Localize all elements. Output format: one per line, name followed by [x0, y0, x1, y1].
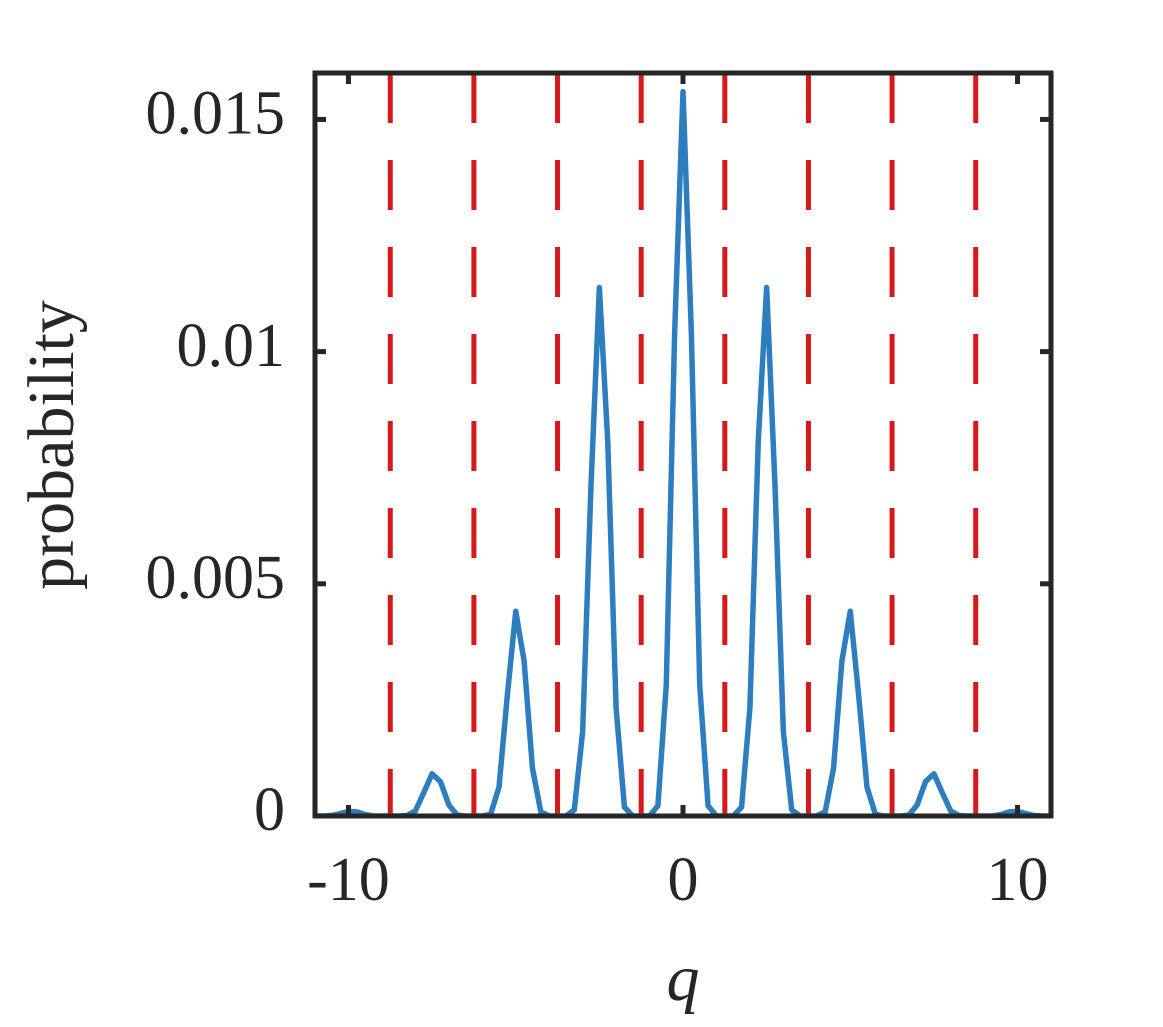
x-tick-label: -10 — [307, 846, 390, 914]
x-axis-label: q — [667, 942, 700, 1015]
x-tick-label: 10 — [987, 846, 1049, 914]
plot-area — [315, 73, 1051, 816]
y-tick-label: 0.015 — [146, 80, 286, 148]
y-tick-label: 0.005 — [146, 544, 286, 612]
y-tick-label: 0.01 — [177, 312, 286, 380]
y-tick-label: 0 — [254, 776, 285, 844]
axes-frame — [312, 70, 1054, 819]
data-line — [315, 88, 1051, 816]
y-axis-label: probability — [15, 300, 88, 590]
x-tick-label: 0 — [668, 846, 699, 914]
